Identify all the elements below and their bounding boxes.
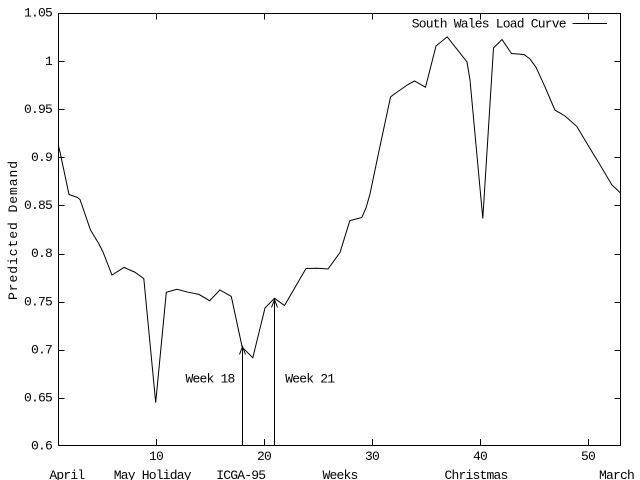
svg-text:Week 18: Week 18 <box>186 372 235 387</box>
svg-text:0.9: 0.9 <box>31 150 52 165</box>
svg-text:0.95: 0.95 <box>24 102 52 117</box>
svg-text:50: 50 <box>581 449 595 464</box>
svg-text:40: 40 <box>473 449 487 464</box>
svg-text:20: 20 <box>257 449 271 464</box>
svg-text:Predicted Demand: Predicted Demand <box>6 160 21 300</box>
svg-text:30: 30 <box>365 449 379 464</box>
svg-text:1.05: 1.05 <box>24 6 52 21</box>
svg-text:Christmas: Christmas <box>444 468 507 480</box>
svg-text:0.7: 0.7 <box>31 342 52 357</box>
svg-text:0.65: 0.65 <box>24 391 52 406</box>
svg-text:May Holiday: May Holiday <box>114 468 192 480</box>
svg-text:April: April <box>49 468 85 480</box>
svg-text:0.8: 0.8 <box>31 246 52 261</box>
svg-text:March: March <box>599 468 634 480</box>
svg-text:0.6: 0.6 <box>31 439 52 454</box>
svg-text:10: 10 <box>149 449 163 464</box>
svg-text:Week 21: Week 21 <box>285 372 335 387</box>
svg-text:0.75: 0.75 <box>24 294 52 309</box>
svg-text:1: 1 <box>45 54 53 69</box>
svg-text:South Wales Load Curve: South Wales Load Curve <box>412 17 566 32</box>
svg-text:ICGA-95: ICGA-95 <box>216 468 265 480</box>
svg-text:0.85: 0.85 <box>24 198 52 213</box>
svg-text:Weeks: Weeks <box>322 468 357 480</box>
